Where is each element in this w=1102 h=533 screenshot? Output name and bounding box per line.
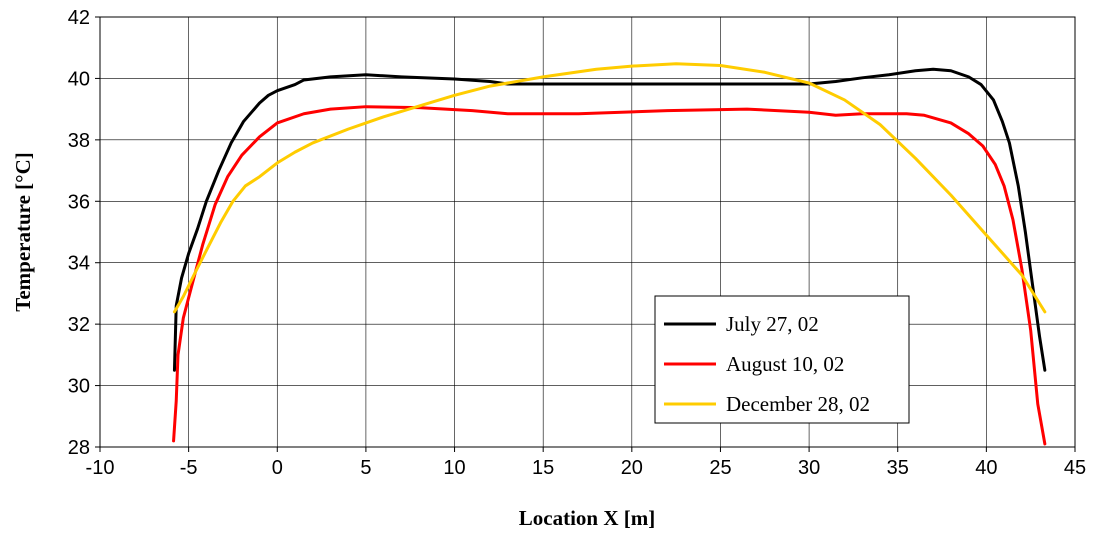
x-tick-label: 10 [443, 457, 465, 479]
y-tick-label: 32 [68, 314, 90, 336]
y-tick-label: 28 [68, 437, 90, 459]
y-tick-label: 38 [68, 130, 90, 152]
x-tick-label: 40 [975, 457, 997, 479]
legend-box [654, 295, 910, 424]
y-tick-label: 34 [68, 253, 90, 275]
x-tick-label: 5 [360, 457, 371, 479]
legend-label-december: December 28, 02 [726, 392, 870, 416]
legend-label-july: July 27, 02 [726, 312, 819, 336]
x-tick-label: 25 [709, 457, 731, 479]
y-axis-title: Temperature [°C] [11, 152, 35, 311]
x-tick-labels: -10 -5 0 5 10 15 20 25 30 35 40 45 [86, 457, 1087, 479]
y-tick-label: 30 [68, 376, 90, 398]
legend: July 27, 02 August 10, 02 December 28, 0… [654, 295, 910, 424]
y-tick-label: 40 [68, 68, 90, 90]
x-axis-title: Location X [m] [519, 506, 655, 530]
series-lines [172, 62, 1047, 446]
plot-area-border [99, 16, 1076, 448]
series-line-august [172, 105, 1047, 446]
x-tick-label: 0 [272, 457, 283, 479]
x-tick-label: 30 [798, 457, 820, 479]
x-tick-label: 15 [532, 457, 554, 479]
y-tick-label: 42 [68, 7, 90, 29]
y-tick-label: 36 [68, 191, 90, 213]
x-tick-label: 20 [621, 457, 643, 479]
x-tick-label: -10 [86, 457, 115, 479]
x-tick-label: -5 [180, 457, 198, 479]
series-line-december [172, 62, 1047, 314]
x-tick-label: 35 [887, 457, 909, 479]
x-tick-label: 45 [1064, 457, 1086, 479]
legend-label-august: August 10, 02 [726, 352, 844, 376]
y-tick-labels: 28 30 32 34 36 38 40 42 [68, 7, 90, 459]
